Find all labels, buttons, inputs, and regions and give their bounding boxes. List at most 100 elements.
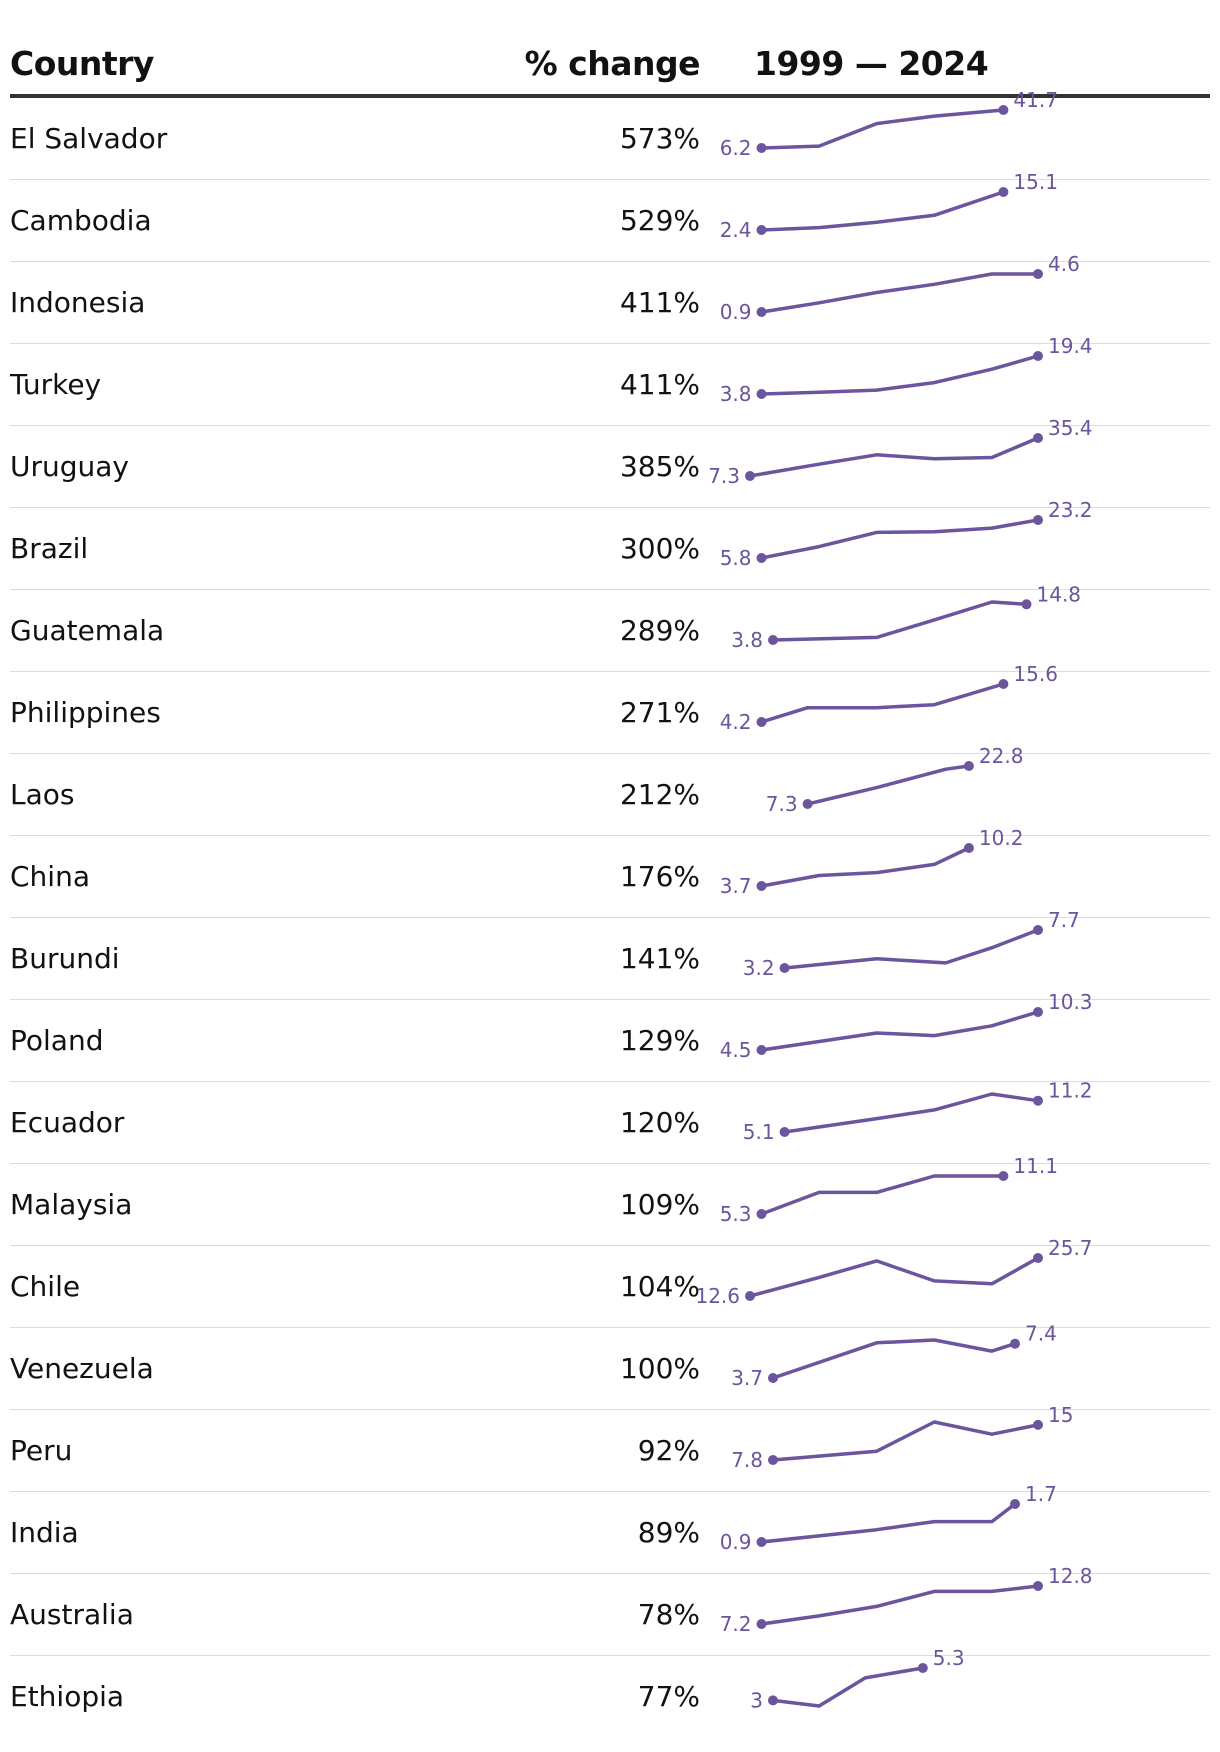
- percent-change: 141%: [619, 942, 700, 975]
- table-row: Brazil 300% 5.8 23.2: [10, 498, 1210, 590]
- series-line: [759, 272, 1040, 314]
- series-line: [759, 190, 1006, 232]
- sparkline: 4.2 15.6: [720, 662, 1058, 734]
- percent-change: 78%: [637, 1598, 700, 1631]
- end-point: [1033, 1581, 1043, 1591]
- country-name: Ecuador: [10, 1106, 125, 1139]
- start-value-label: 5.8: [720, 546, 752, 570]
- end-value-label: 12.8: [1048, 1564, 1093, 1588]
- table-row: El Salvador 573% 6.2 41.7: [10, 88, 1210, 180]
- sparkline: 5.8 23.2: [720, 498, 1093, 570]
- table-row: Chile 104% 12.6 25.7: [10, 1236, 1210, 1328]
- sparkline: 7.3 22.8: [766, 744, 1024, 816]
- sparkline: 2.4 15.1: [720, 170, 1058, 242]
- start-point: [756, 307, 767, 317]
- percent-change: 92%: [637, 1434, 700, 1467]
- country-name: Indonesia: [10, 286, 146, 319]
- series-line: [759, 1174, 1006, 1216]
- sparkline: 12.6 25.7: [695, 1236, 1092, 1308]
- sparkline: 3.8 14.8: [731, 582, 1081, 652]
- series-line: [759, 682, 1006, 724]
- start-point: [756, 1209, 767, 1219]
- start-point: [745, 471, 755, 481]
- table-row: China 176% 3.7 10.2: [10, 826, 1210, 918]
- series-line: [771, 600, 1029, 642]
- sparkline: 5.3 11.1: [720, 1154, 1058, 1226]
- country-name: Australia: [10, 1598, 134, 1631]
- percent-change: 289%: [619, 614, 700, 647]
- end-point: [1033, 1007, 1043, 1017]
- table-row: Peru 92% 7.8 15: [10, 1403, 1210, 1492]
- end-value-label: 19.4: [1048, 334, 1093, 358]
- percent-change: 77%: [637, 1680, 700, 1713]
- start-value-label: 5.3: [720, 1202, 752, 1226]
- end-point: [998, 187, 1009, 197]
- start-value-label: 7.2: [720, 1612, 752, 1636]
- end-value-label: 14.8: [1037, 582, 1082, 606]
- percent-change: 411%: [619, 286, 700, 319]
- series-line: [782, 1092, 1040, 1134]
- series-line: [759, 1010, 1040, 1052]
- country-name: Venezuela: [10, 1352, 154, 1385]
- end-point: [998, 105, 1009, 115]
- percent-change: 100%: [619, 1352, 700, 1385]
- sparkline: 7.8 15: [731, 1403, 1073, 1472]
- end-value-label: 41.7: [1013, 88, 1058, 112]
- start-point: [745, 1291, 755, 1301]
- table-row: Ethiopia 77% 3 5.3: [10, 1646, 1210, 1738]
- sparkline: 35.3: [750, 1646, 964, 1712]
- country-name: Poland: [10, 1024, 104, 1057]
- series-line: [805, 764, 971, 806]
- table-row: Australia 78% 7.2 12.8: [10, 1564, 1210, 1656]
- table-row: Venezuela 100% 3.7 7.4: [10, 1322, 1210, 1410]
- sparkline: 5.1 11.2: [743, 1079, 1093, 1144]
- end-point: [1033, 1419, 1043, 1430]
- sparkline: 3.7 10.2: [720, 826, 1024, 898]
- end-value-label: 11.1: [1013, 1154, 1058, 1178]
- start-point: [768, 1373, 778, 1383]
- sparkline: 7.2 12.8: [720, 1564, 1093, 1636]
- country-name: Ethiopia: [10, 1680, 125, 1713]
- end-point: [963, 761, 974, 771]
- start-point: [756, 717, 767, 727]
- percent-change: 212%: [619, 778, 700, 811]
- start-value-label: 12.6: [695, 1284, 740, 1308]
- series-line: [748, 436, 1040, 478]
- start-point: [768, 635, 778, 645]
- series-line: [759, 1502, 1017, 1544]
- start-value-label: 5.1: [743, 1120, 775, 1144]
- end-value-label: 25.7: [1048, 1236, 1093, 1260]
- country-name: Malaysia: [10, 1188, 133, 1221]
- end-value-label: 10.3: [1048, 990, 1093, 1014]
- country-name: Brazil: [10, 532, 89, 565]
- column-header-range: 1999 — 2024: [754, 44, 989, 83]
- start-point: [768, 1455, 778, 1465]
- country-name: El Salvador: [10, 122, 168, 155]
- sparkline: 0.9 4.6: [720, 252, 1080, 324]
- start-point: [756, 553, 767, 563]
- end-point: [917, 1663, 928, 1673]
- percent-change: 129%: [619, 1024, 700, 1057]
- start-point: [756, 1619, 767, 1629]
- column-header-change: % change: [524, 44, 701, 83]
- end-point: [1033, 351, 1043, 361]
- end-point: [1033, 1095, 1043, 1106]
- percent-change: 300%: [619, 532, 700, 565]
- table-row: Indonesia 411% 0.9 4.6: [10, 252, 1210, 344]
- end-point: [1021, 599, 1032, 610]
- percent-change: 271%: [619, 696, 700, 729]
- end-value-label: 1.7: [1025, 1482, 1057, 1506]
- end-value-label: 22.8: [979, 744, 1024, 768]
- table-row: Poland 129% 4.5 10.3: [10, 990, 1210, 1082]
- sparkline: 7.3 35.4: [708, 416, 1092, 488]
- start-value-label: 3.8: [731, 628, 763, 652]
- series-line: [759, 108, 1006, 150]
- table-header: Country % change 1999 — 2024: [10, 0, 1210, 98]
- end-point: [998, 1171, 1009, 1181]
- table-row: Ecuador 120% 5.1 11.2: [10, 1079, 1210, 1164]
- start-value-label: 7.3: [708, 464, 740, 488]
- start-value-label: 3.7: [720, 874, 752, 898]
- series-line: [759, 1584, 1040, 1626]
- start-point: [779, 1127, 790, 1137]
- start-point: [756, 143, 767, 153]
